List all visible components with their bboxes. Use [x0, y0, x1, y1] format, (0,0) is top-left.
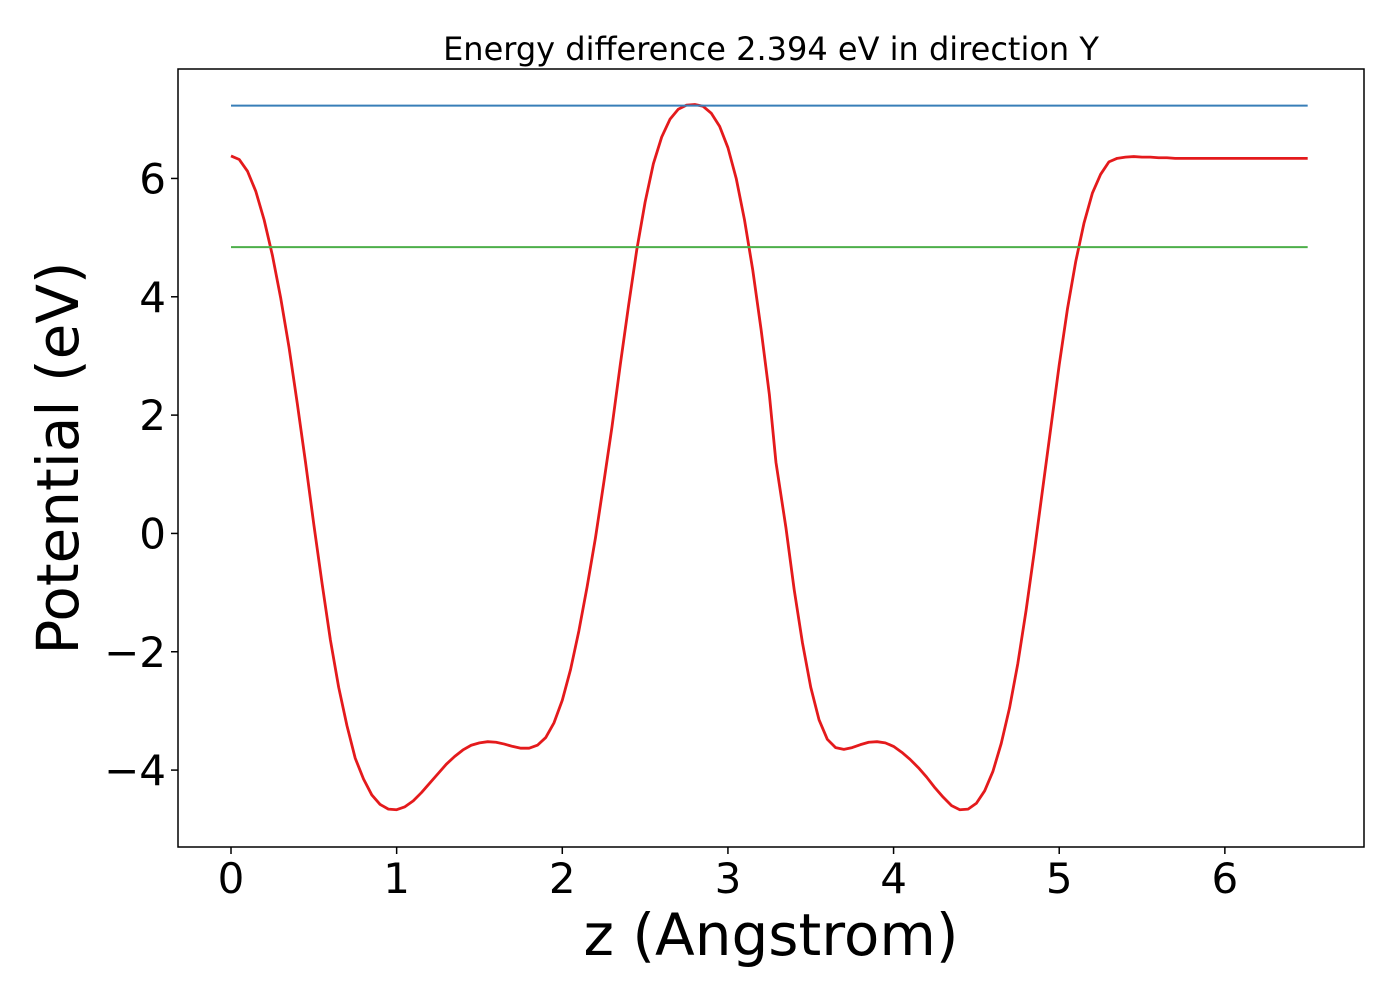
x-tick-label: 3	[715, 854, 742, 903]
y-tick-label: −2	[104, 628, 166, 677]
y-tick-label: −4	[104, 746, 166, 795]
chart-title: Energy difference 2.394 eV in direction …	[443, 30, 1099, 68]
x-tick-label: 4	[880, 854, 907, 903]
potential-line	[230, 103, 1308, 812]
y-axis-label: Potential (eV)	[24, 261, 92, 654]
x-tick-label: 5	[1046, 854, 1073, 903]
plot-area	[177, 68, 1365, 848]
y-tick-label: 6	[139, 154, 166, 203]
y-tick-label: 4	[139, 273, 166, 322]
x-tick-label: 2	[549, 854, 576, 903]
ticks-layer: 0 1 2 3 4 5 6 −4 −2 0 2 4 6	[104, 154, 1238, 903]
x-tick-label: 1	[383, 854, 410, 903]
y-tick-label: 0	[139, 509, 166, 558]
lines-layer	[230, 103, 1308, 812]
x-axis-label: z (Angstrom)	[584, 901, 959, 969]
y-tick-label: 2	[139, 391, 166, 440]
x-tick-label: 6	[1211, 854, 1238, 903]
x-tick-label: 0	[218, 854, 245, 903]
